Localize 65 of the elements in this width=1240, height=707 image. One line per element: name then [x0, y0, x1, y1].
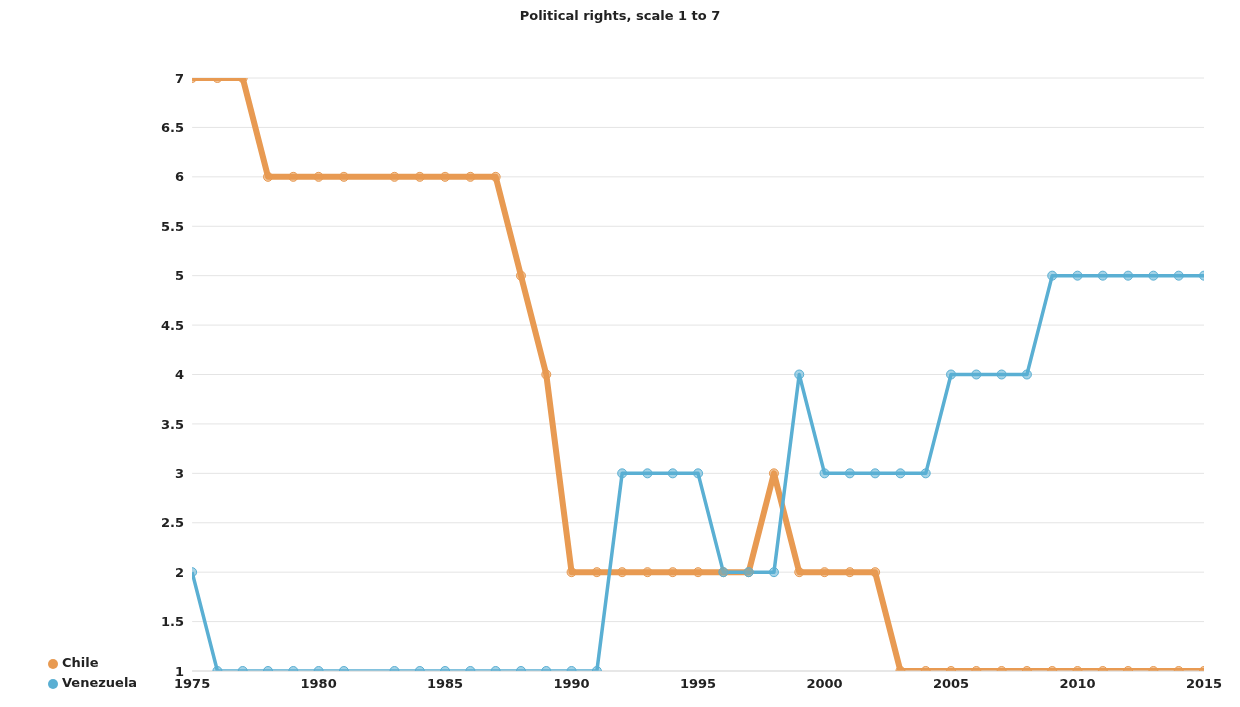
y-tick-label: 6 [175, 169, 185, 185]
x-tick-label: 1995 [679, 676, 717, 692]
x-tick-label: 1980 [300, 676, 337, 692]
point [1047, 270, 1058, 281]
point [515, 270, 526, 281]
y-tick-label: 2 [175, 564, 185, 580]
point [1123, 270, 1134, 281]
point [465, 171, 476, 182]
point [591, 567, 602, 578]
y-tick-label: 1 [175, 663, 185, 679]
point [1097, 270, 1108, 281]
point [566, 567, 577, 578]
point [642, 567, 653, 578]
point [819, 567, 830, 578]
point [768, 567, 779, 578]
point [313, 171, 324, 182]
y-tick-label: 6.5 [161, 120, 185, 136]
point [870, 567, 881, 578]
x-tick-label: 1990 [553, 676, 590, 692]
x-tick-label: 2010 [1059, 676, 1096, 692]
point [1173, 270, 1184, 281]
y-tick-label: 4 [175, 367, 185, 383]
point [794, 369, 805, 380]
point [490, 171, 501, 182]
point [819, 468, 830, 479]
y-tick-label: 5 [175, 268, 185, 284]
point [844, 468, 855, 479]
chart-title: Political rights, scale 1 to 7 [518, 8, 722, 25]
point [389, 171, 400, 182]
point [1072, 270, 1083, 281]
point [1021, 369, 1032, 380]
x-tick-label: 2015 [1185, 676, 1223, 692]
point [1148, 270, 1159, 281]
point [338, 171, 349, 182]
y-tick-label: 5.5 [161, 218, 185, 234]
point [971, 369, 982, 380]
point [870, 468, 881, 479]
x-tick-label: 2000 [806, 676, 843, 692]
legend-label: Chile [62, 655, 99, 670]
y-tick-label: 3 [175, 465, 185, 481]
y-tick-label: 1.5 [161, 614, 185, 630]
point [288, 171, 299, 182]
point [844, 567, 855, 578]
point [414, 171, 425, 182]
point [541, 369, 552, 380]
point [617, 468, 628, 479]
point [920, 468, 931, 479]
point [642, 468, 653, 479]
point [946, 369, 957, 380]
point [617, 567, 628, 578]
x-tick-label: 1975 [174, 676, 211, 692]
point [693, 468, 704, 479]
point [996, 369, 1007, 380]
point [794, 567, 805, 578]
point [667, 567, 678, 578]
y-tick-label: 7 [175, 70, 185, 86]
point [667, 468, 678, 479]
y-tick-label: 3.5 [161, 416, 185, 432]
y-tick-label: 2.5 [161, 515, 185, 531]
y-tick-label: 4.5 [161, 317, 185, 333]
x-tick-label: 1985 [426, 676, 464, 692]
point [895, 468, 906, 479]
legend-label: Venezuela [62, 675, 138, 690]
x-tick-label: 2005 [932, 676, 970, 692]
point [263, 171, 273, 182]
